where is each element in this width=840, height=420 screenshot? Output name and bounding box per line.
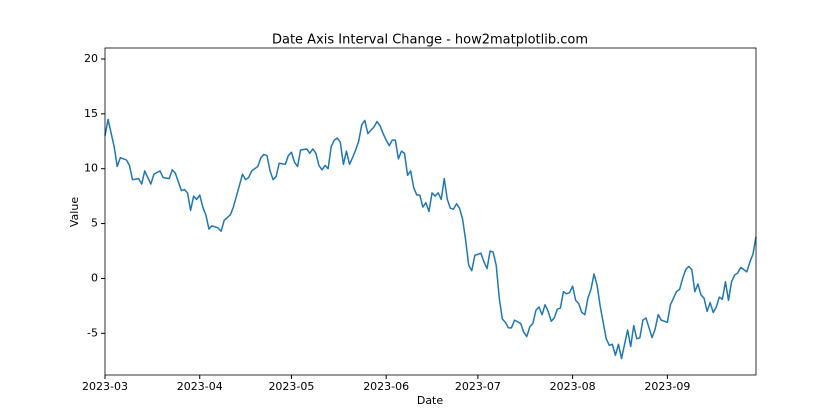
x-tick-label: 2023-09 (644, 380, 690, 393)
x-tick-label: 2023-08 (550, 380, 596, 393)
y-tick-label: 0 (91, 271, 98, 284)
x-tick-label: 2023-03 (82, 380, 128, 393)
y-tick-label: 20 (84, 52, 98, 65)
y-tick-label: 15 (84, 107, 98, 120)
x-tick-label: 2023-07 (455, 380, 501, 393)
plot-frame (104, 47, 757, 376)
x-tick-label: 2023-05 (268, 380, 314, 393)
x-axis-label: Date (417, 394, 444, 407)
x-tick-label: 2023-04 (177, 380, 223, 393)
y-tick-label: -5 (87, 326, 98, 339)
data-line (104, 118, 757, 360)
y-axis-label: Value (68, 197, 81, 227)
y-tick-label: 10 (84, 162, 98, 175)
x-tick-label: 2023-06 (363, 380, 409, 393)
chart-title: Date Axis Interval Change - how2matplotl… (272, 33, 588, 48)
y-tick-label: 5 (91, 217, 98, 230)
